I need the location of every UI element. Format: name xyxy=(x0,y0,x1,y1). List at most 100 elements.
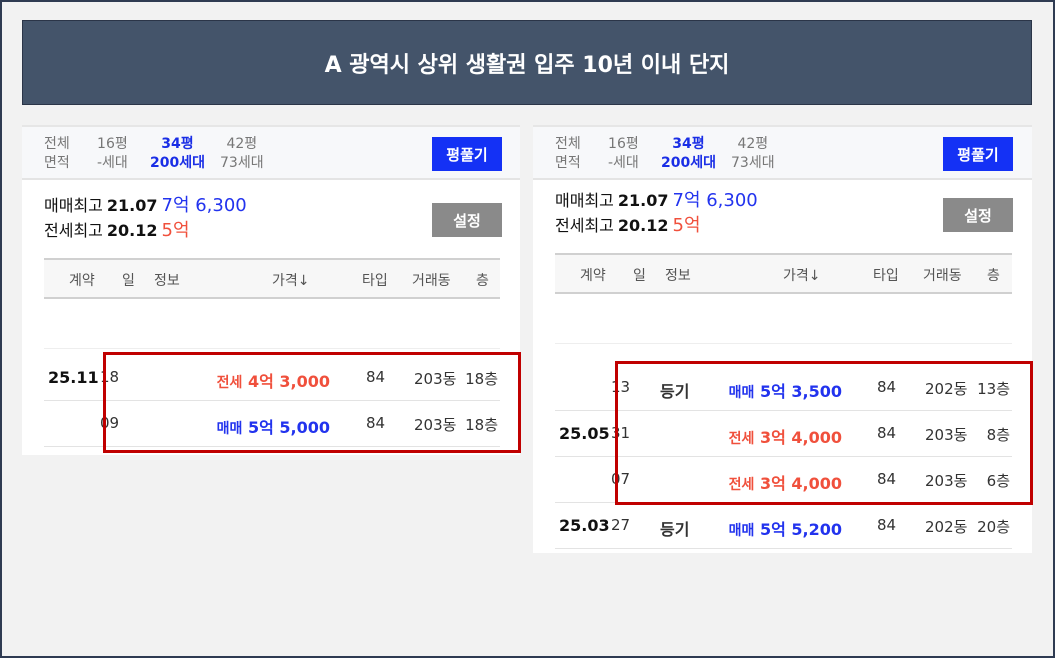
deal-amount: 5억 3,500 xyxy=(759,382,842,401)
price-summary: 매매최고 21.07 7억 6,300 전세최고 20.12 5억 xyxy=(555,188,758,238)
sale-high-price: 7억 6,300 xyxy=(161,195,247,216)
size-units: 200세대 xyxy=(661,155,716,171)
settings-button[interactable]: 설정 xyxy=(432,203,502,237)
size-units: 73세대 xyxy=(731,155,775,171)
building-dong: 203동 xyxy=(414,370,457,388)
size-pyeong: 16평 xyxy=(97,136,128,152)
sale-high-line: 매매최고 21.07 7억 6,300 xyxy=(555,188,758,213)
size-pyeong: 42평 xyxy=(226,136,258,152)
table-row[interactable]: 25.11 18 전세 4억 3,000 84 203동 18층 xyxy=(44,355,500,401)
table-row[interactable]: 25.03 27 등기 매매 5억 5,200 84 202동 20층 xyxy=(555,503,1012,549)
column-header-1[interactable]: 일 xyxy=(633,268,646,284)
unit-type: 84 xyxy=(877,470,897,488)
deal-amount: 5억 5,200 xyxy=(759,520,842,539)
size-option-2[interactable]: 42평 73세대 xyxy=(220,135,264,173)
deal-kind: 매매 xyxy=(728,523,755,539)
column-header-1[interactable]: 일 xyxy=(122,273,135,289)
sale-high-label: 매매최고 xyxy=(555,191,614,210)
all-label-2: 면적 xyxy=(555,155,581,171)
building-dong: 203동 xyxy=(925,426,968,444)
deal-info: 등기 xyxy=(660,520,690,539)
column-header-5[interactable]: 거래동 xyxy=(923,268,962,284)
all-label-1: 전체 xyxy=(44,136,70,152)
building-dong: 202동 xyxy=(925,380,968,398)
contract-day: 27 xyxy=(611,516,631,534)
size-pyeong: 34평 xyxy=(672,136,705,152)
unit-type: 84 xyxy=(366,414,386,432)
size-units: 73세대 xyxy=(220,155,264,171)
size-units: -세대 xyxy=(97,155,128,171)
column-header-6[interactable]: 층 xyxy=(476,273,489,289)
deal-amount: 3억 4,000 xyxy=(759,428,842,447)
table-row[interactable]: 25.05 31 전세 3억 4,000 84 203동 8층 xyxy=(555,411,1012,457)
sale-high-line: 매매최고 21.07 7억 6,300 xyxy=(44,193,247,218)
deal-kind: 전세 xyxy=(728,477,755,493)
deal-amount: 3억 4,000 xyxy=(759,474,842,493)
size-units: -세대 xyxy=(608,155,639,171)
column-header-2[interactable]: 정보 xyxy=(665,268,691,284)
size-option-1[interactable]: 34평 200세대 xyxy=(150,135,205,173)
column-header-4[interactable]: 타입 xyxy=(873,268,899,284)
table-header: 계약 일 정보 가격↓ 타입 거래동 층 xyxy=(44,258,500,299)
building-dong: 203동 xyxy=(414,416,457,434)
size-option-1[interactable]: 34평 200세대 xyxy=(661,135,716,173)
unit-type: 84 xyxy=(877,378,897,396)
sale-high-label: 매매최고 xyxy=(44,196,103,215)
floor: 18층 xyxy=(465,416,498,434)
size-option-0[interactable]: 16평 -세대 xyxy=(97,135,128,173)
pyeong-button[interactable]: 평풀기 xyxy=(432,137,502,171)
deal-price: 매매 5억 5,200 xyxy=(729,516,842,540)
floor: 6층 xyxy=(986,472,1010,490)
deal-amount: 5억 5,000 xyxy=(247,418,330,437)
deal-amount: 4억 3,000 xyxy=(247,372,330,391)
column-header-6[interactable]: 층 xyxy=(987,268,1000,284)
column-header-2[interactable]: 정보 xyxy=(154,273,180,289)
column-header-3[interactable]: 가격↓ xyxy=(272,273,310,289)
deal-kind: 매매 xyxy=(216,421,243,437)
highlight-box-right xyxy=(615,361,1033,505)
unit-type: 84 xyxy=(366,368,386,386)
floor: 18층 xyxy=(465,370,498,388)
table-row[interactable]: 13 등기 매매 5억 3,500 84 202동 13층 xyxy=(555,365,1012,411)
column-header-0[interactable]: 계약 xyxy=(69,273,95,289)
building-dong: 203동 xyxy=(925,472,968,490)
size-option-0[interactable]: 16평 -세대 xyxy=(608,135,639,173)
contract-month: 25.03 xyxy=(559,516,610,535)
jeonse-high-label: 전세최고 xyxy=(44,221,103,240)
table-header: 계약 일 정보 가격↓ 타입 거래동 층 xyxy=(555,253,1012,294)
unit-type: 84 xyxy=(877,424,897,442)
size-all-label[interactable]: 전체 면적 xyxy=(44,135,70,173)
size-pyeong: 42평 xyxy=(737,136,769,152)
deal-price: 매매 5억 3,500 xyxy=(729,378,842,402)
deal-price: 매매 5억 5,000 xyxy=(217,414,330,438)
unit-type: 84 xyxy=(877,516,897,534)
settings-button[interactable]: 설정 xyxy=(943,198,1013,232)
column-header-0[interactable]: 계약 xyxy=(580,268,606,284)
all-label-1: 전체 xyxy=(555,136,581,152)
deal-price: 전세 3억 4,000 xyxy=(729,470,842,494)
jeonse-high-line: 전세최고 20.12 5억 xyxy=(555,213,758,238)
deal-kind: 전세 xyxy=(728,431,755,447)
floor: 8층 xyxy=(986,426,1010,444)
table-spacer xyxy=(555,294,1012,344)
table-row[interactable]: 09 매매 5억 5,000 84 203동 18층 xyxy=(44,401,500,447)
pyeong-button[interactable]: 평풀기 xyxy=(943,137,1013,171)
size-pyeong: 34평 xyxy=(161,136,194,152)
highlight-box-left xyxy=(103,352,521,453)
size-option-2[interactable]: 42평 73세대 xyxy=(731,135,775,173)
floor: 20층 xyxy=(977,518,1010,536)
deal-info: 등기 xyxy=(660,382,690,401)
column-header-4[interactable]: 타입 xyxy=(362,273,388,289)
column-header-5[interactable]: 거래동 xyxy=(412,273,451,289)
sale-high-price: 7억 6,300 xyxy=(672,190,758,211)
jeonse-high-line: 전세최고 20.12 5억 xyxy=(44,218,247,243)
deal-kind: 매매 xyxy=(728,385,755,401)
column-header-3[interactable]: 가격↓ xyxy=(783,268,821,284)
jeonse-high-price: 5억 xyxy=(161,220,190,241)
jeonse-high-date: 20.12 xyxy=(617,216,669,235)
deal-price: 전세 3억 4,000 xyxy=(729,424,842,448)
size-units: 200세대 xyxy=(150,155,205,171)
